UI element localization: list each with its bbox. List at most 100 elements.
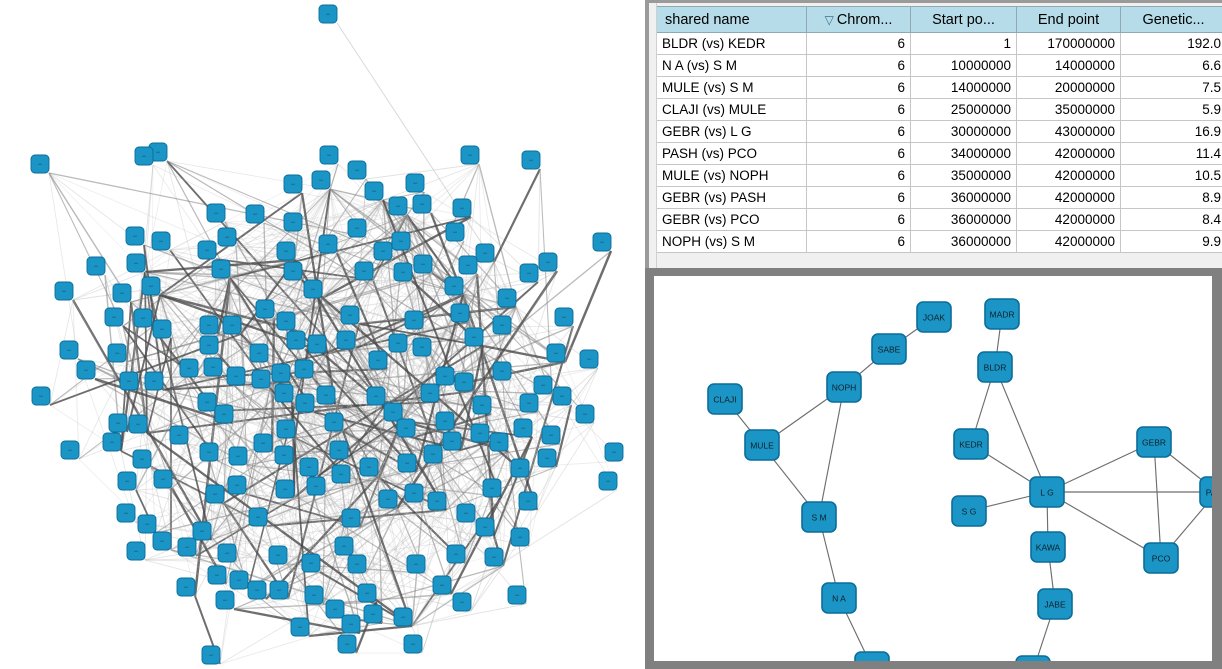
main-network-node[interactable]: ••••	[290, 617, 310, 637]
main-network-node[interactable]: ••••	[412, 194, 432, 214]
node-shape[interactable]	[337, 634, 357, 654]
main-network-node[interactable]: ••••	[513, 418, 533, 438]
node-shape[interactable]	[222, 315, 242, 335]
node-shape[interactable]	[984, 298, 1020, 330]
main-network-node[interactable]: ••••	[294, 359, 314, 379]
node-shape[interactable]	[107, 343, 127, 363]
edge-table-vertical-scrollbar[interactable]	[649, 3, 657, 271]
node-shape[interactable]	[537, 448, 557, 468]
node-shape[interactable]	[54, 281, 74, 301]
sub-network-node[interactable]: GEBR	[1136, 426, 1172, 458]
main-network-node[interactable]: ••••	[446, 544, 466, 564]
table-cell-end_point[interactable]: 170000000	[1016, 32, 1121, 55]
node-shape[interactable]	[475, 243, 495, 263]
main-network-node[interactable]: ••••	[179, 358, 199, 378]
table-cell-shared_name[interactable]: MULE (vs) NOPH	[656, 164, 807, 187]
sub-network-node[interactable]: S M	[801, 501, 837, 533]
main-network-node[interactable]: ••••	[207, 565, 227, 585]
table-cell-chromosome[interactable]: 6	[806, 120, 911, 143]
node-shape[interactable]	[519, 263, 539, 283]
node-shape[interactable]	[203, 357, 223, 377]
main-network-node[interactable]: ••••	[347, 218, 367, 238]
main-network-node[interactable]: ••••	[226, 366, 246, 386]
node-shape[interactable]	[368, 350, 388, 370]
node-shape[interactable]	[137, 514, 157, 534]
main-network-node[interactable]: ••••	[112, 283, 132, 303]
node-shape[interactable]	[472, 395, 492, 415]
main-network-node[interactable]: ••••	[546, 343, 566, 363]
main-network-node[interactable]: ••••	[30, 154, 50, 174]
table-row[interactable]: GEBR (vs) PASH 6 36000000 42000000 8.9	[656, 186, 1222, 209]
node-shape[interactable]	[283, 261, 303, 281]
node-shape[interactable]	[452, 198, 472, 218]
node-shape[interactable]	[489, 432, 509, 452]
sub-network-node[interactable]: MADR	[984, 298, 1020, 330]
main-network-node[interactable]: ••••	[299, 457, 319, 477]
node-shape[interactable]	[435, 411, 455, 431]
main-network-node[interactable]: ••••	[357, 583, 377, 603]
table-cell-start_point[interactable]: 34000000	[910, 142, 1017, 165]
node-shape[interactable]	[546, 343, 566, 363]
node-shape[interactable]	[541, 425, 561, 445]
main-network-node[interactable]: ••••	[435, 411, 455, 431]
main-network-node[interactable]: ••••	[391, 231, 411, 251]
node-shape[interactable]	[177, 537, 197, 557]
node-shape[interactable]	[340, 305, 360, 325]
main-network-node[interactable]: ••••	[373, 241, 393, 261]
node-shape[interactable]	[406, 554, 426, 574]
node-shape[interactable]	[977, 351, 1013, 383]
node-shape[interactable]	[1143, 542, 1179, 574]
main-network-node[interactable]: ••••	[492, 315, 512, 335]
table-cell-shared_name[interactable]: MULE (vs) S M	[656, 76, 807, 99]
node-shape[interactable]	[388, 333, 408, 353]
main-network-node[interactable]: ••••	[464, 327, 484, 347]
main-network-node[interactable]: ••••	[388, 333, 408, 353]
node-shape[interactable]	[60, 440, 80, 460]
node-shape[interactable]	[871, 333, 907, 365]
node-shape[interactable]	[373, 241, 393, 261]
node-shape[interactable]	[217, 227, 237, 247]
node-shape[interactable]	[245, 204, 265, 224]
main-network-node[interactable]: ••••	[393, 262, 413, 282]
sub-network-edge[interactable]	[1046, 491, 1162, 559]
main-network-node[interactable]: ••••	[217, 227, 237, 247]
main-network-node[interactable]: ••••	[318, 4, 338, 24]
main-network-node[interactable]: ••••	[253, 433, 273, 453]
table-cell-chromosome[interactable]: 6	[806, 32, 911, 55]
node-shape[interactable]	[538, 252, 558, 272]
node-shape[interactable]	[554, 307, 574, 327]
main-network-node[interactable]: ••••	[128, 414, 148, 434]
main-network-node[interactable]: ••••	[119, 371, 139, 391]
main-network-node[interactable]: ••••	[102, 432, 122, 452]
node-shape[interactable]	[134, 146, 154, 166]
sub-network-node[interactable]: NOPH	[826, 371, 862, 403]
main-network-node[interactable]: ••••	[331, 464, 351, 484]
main-network-node[interactable]: ••••	[176, 577, 196, 597]
node-shape[interactable]	[205, 484, 225, 504]
sub-network-node[interactable]: S G	[951, 495, 987, 527]
table-cell-genetic[interactable]: 6.6	[1120, 54, 1222, 77]
node-shape[interactable]	[133, 308, 153, 328]
node-shape[interactable]	[404, 483, 424, 503]
node-shape[interactable]	[456, 503, 476, 523]
node-shape[interactable]	[347, 218, 367, 238]
table-cell-end_point[interactable]: 14000000	[1016, 54, 1121, 77]
sub-network-edge[interactable]	[818, 386, 845, 518]
main-network-node[interactable]: ••••	[460, 145, 480, 165]
node-shape[interactable]	[268, 545, 288, 565]
node-shape[interactable]	[125, 226, 145, 246]
node-shape[interactable]	[299, 457, 319, 477]
main-network-node[interactable]: ••••	[125, 226, 145, 246]
node-shape[interactable]	[151, 231, 171, 251]
node-shape[interactable]	[269, 580, 289, 600]
node-shape[interactable]	[255, 299, 275, 319]
table-cell-genetic[interactable]: 8.9	[1120, 186, 1222, 209]
node-shape[interactable]	[497, 288, 517, 308]
node-shape[interactable]	[454, 372, 474, 392]
main-network-node[interactable]: ••••	[444, 276, 464, 296]
node-shape[interactable]	[102, 432, 122, 452]
node-shape[interactable]	[1030, 531, 1066, 563]
table-row[interactable]: GEBR (vs) L G 6 30000000 43000000 16.9	[656, 120, 1222, 143]
